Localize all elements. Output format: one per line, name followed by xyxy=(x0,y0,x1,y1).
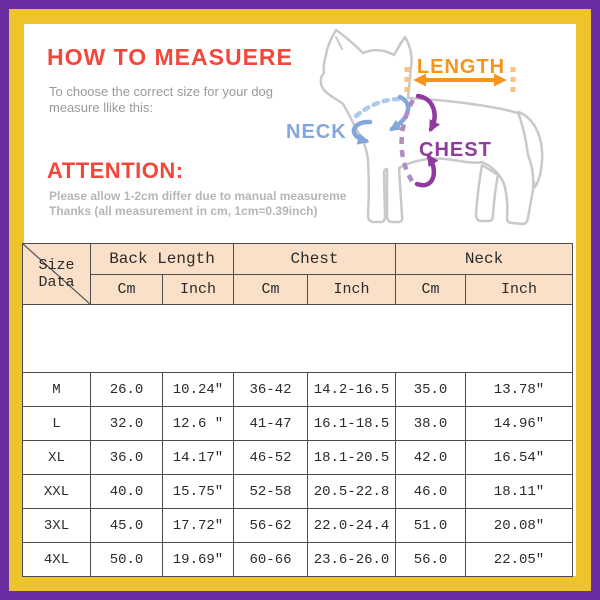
value-cell: 32.0 xyxy=(90,406,163,441)
value-cell: 36-42 xyxy=(233,372,308,407)
subheader-inch: Inch xyxy=(162,274,234,305)
value-cell: 22.0-24.4 xyxy=(306,508,397,543)
value-cell: 14.17″ xyxy=(162,440,234,475)
subheader-cm: Cm xyxy=(233,274,308,305)
value-cell: 46-52 xyxy=(233,440,308,475)
size-table: Size Data Back Length Chest Neck Cm Inch… xyxy=(21,243,574,577)
neck-annotation: NECK xyxy=(286,94,411,145)
value-cell: 36.0 xyxy=(90,440,163,475)
corner-cell: Size Data xyxy=(22,243,91,305)
subheader-cm: Cm xyxy=(90,274,163,305)
subheader-inch: Inch xyxy=(465,274,574,305)
value-cell: 56.0 xyxy=(395,542,467,577)
size-cell: M xyxy=(22,372,91,407)
value-cell: 10.24″ xyxy=(162,372,234,407)
value-cell: 20.08″ xyxy=(465,508,574,543)
group-header-chest: Chest xyxy=(232,243,397,275)
value-cell: 40.0 xyxy=(90,474,163,509)
corner-label: Size Data xyxy=(38,257,75,291)
value-cell: 41-47 xyxy=(233,406,308,441)
value-cell: 45.0 xyxy=(90,508,163,543)
value-cell: 14.96″ xyxy=(465,406,574,441)
chest-arrow-top xyxy=(415,93,441,133)
table-row-m: M 26.0 10.24″ 36-42 14.2-16.5 35.0 13.78… xyxy=(22,372,574,407)
size-cell: 4XL xyxy=(22,542,91,577)
neck-dotted-line xyxy=(353,96,401,119)
attention-heading: ATTENTION: xyxy=(47,158,184,183)
value-cell: 56-62 xyxy=(233,508,308,543)
table-row-xl: XL 36.0 14.17″ 46-52 18.1-20.5 42.0 16.5… xyxy=(22,440,574,475)
value-cell: 17.72″ xyxy=(162,508,234,543)
value-cell: 38.0 xyxy=(395,406,467,441)
empty-row xyxy=(21,304,574,373)
value-cell: 16.54″ xyxy=(465,440,574,475)
value-cell: 16.1-18.5 xyxy=(306,406,397,441)
length-label: LENGTH xyxy=(417,56,505,78)
attention-note-line-2: Thanks (all measurement in cm, 1cm=0.39i… xyxy=(49,204,318,218)
subtitle-line-1: To choose the correct size for your dog xyxy=(49,84,274,99)
value-cell: 52-58 xyxy=(233,474,308,509)
group-header-neck: Neck xyxy=(395,243,574,275)
dog-measurement-diagram: LENGTH NECK CHEST xyxy=(286,28,544,226)
dog-ear-detail xyxy=(335,36,402,54)
length-annotation: LENGTH xyxy=(404,56,516,95)
value-cell: 26.0 xyxy=(90,372,163,407)
value-cell: 18.11″ xyxy=(465,474,574,509)
subheader-cm: Cm xyxy=(395,274,467,305)
value-cell: 42.0 xyxy=(395,440,467,475)
value-cell: 35.0 xyxy=(395,372,467,407)
value-cell: 12.6 ″ xyxy=(162,406,234,441)
size-cell: XL xyxy=(22,440,91,475)
page-title: HOW TO MEASUERE xyxy=(47,44,293,70)
value-cell: 13.78″ xyxy=(465,372,574,407)
value-cell: 22.05″ xyxy=(465,542,574,577)
neck-curve-arrow xyxy=(389,94,411,132)
chest-annotation: CHEST xyxy=(399,93,492,188)
value-cell: 46.0 xyxy=(395,474,467,509)
value-cell: 20.5-22.8 xyxy=(306,474,397,509)
dog-far-leg-outline xyxy=(474,163,500,223)
value-cell: 60-66 xyxy=(233,542,308,577)
size-cell: 3XL xyxy=(22,508,91,543)
empty-cell xyxy=(21,304,574,373)
neck-label: NECK xyxy=(286,121,347,143)
subtitle: To choose the correct size for your dog … xyxy=(49,84,273,116)
attention-note-line-1: Please allow 1-2cm differ due to manual … xyxy=(49,189,347,203)
size-cell: L xyxy=(22,406,91,441)
value-cell: 50.0 xyxy=(90,542,163,577)
corner-diagonal-line xyxy=(23,244,90,304)
value-cell: 51.0 xyxy=(395,508,467,543)
size-cell: XXL xyxy=(22,474,91,509)
value-cell: 15.75″ xyxy=(162,474,234,509)
neck-c-arrow xyxy=(351,119,373,145)
subtitle-line-2: measure llike this: xyxy=(49,100,154,115)
table-row-3xl: 3XL 45.0 17.72″ 56-62 22.0-24.4 51.0 20.… xyxy=(22,508,574,543)
value-cell: 23.6-26.0 xyxy=(306,542,397,577)
group-header-back-length: Back Length xyxy=(90,243,234,275)
subheader-inch: Inch xyxy=(306,274,397,305)
value-cell: 19.69″ xyxy=(162,542,234,577)
chest-label: CHEST xyxy=(419,139,492,161)
value-cell: 18.1-20.5 xyxy=(306,440,397,475)
table-row-4xl: 4XL 50.0 19.69″ 60-66 23.6-26.0 56.0 22.… xyxy=(22,542,574,577)
chest-arrow-bottom xyxy=(414,154,439,188)
value-cell: 14.2-16.5 xyxy=(306,372,397,407)
attention-note: Please allow 1-2cm differ due to manual … xyxy=(49,189,349,219)
chest-dashed-line xyxy=(399,98,415,183)
table-row-l: L 32.0 12.6 ″ 41-47 16.1-18.5 38.0 14.96… xyxy=(22,406,574,441)
table-row-xxl: XXL 40.0 15.75″ 52-58 20.5-22.8 46.0 18.… xyxy=(22,474,574,509)
